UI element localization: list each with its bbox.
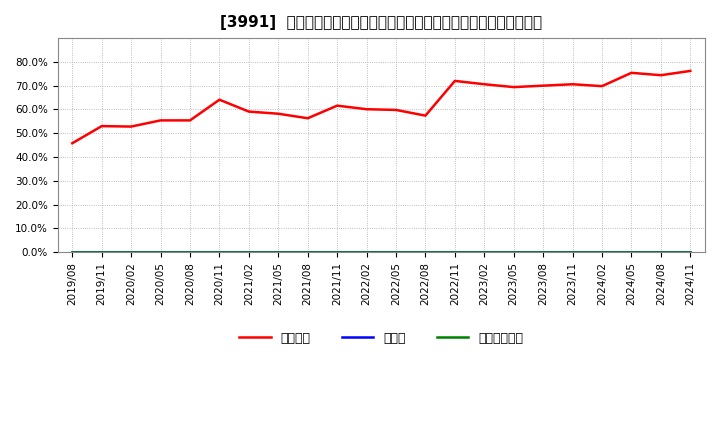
自己資本 (657, 73, 665, 78)
のれん (686, 249, 695, 255)
自己資本 (303, 116, 312, 121)
のれん (392, 249, 400, 255)
のれん (156, 249, 165, 255)
のれん (539, 249, 547, 255)
自己資本 (539, 83, 547, 88)
自己資本 (215, 97, 224, 103)
のれん (598, 249, 606, 255)
自己資本 (156, 118, 165, 123)
繰延税金資産 (627, 249, 636, 255)
のれん (480, 249, 489, 255)
繰延税金資産 (510, 249, 518, 255)
繰延税金資産 (303, 249, 312, 255)
繰延税金資産 (156, 249, 165, 255)
自己資本 (186, 118, 194, 123)
繰延税金資産 (657, 249, 665, 255)
自己資本 (421, 113, 430, 118)
繰延税金資産 (245, 249, 253, 255)
繰延税金資産 (421, 249, 430, 255)
繰延税金資産 (186, 249, 194, 255)
繰延税金資産 (215, 249, 224, 255)
自己資本 (451, 78, 459, 84)
繰延税金資産 (274, 249, 283, 255)
のれん (333, 249, 341, 255)
のれん (568, 249, 577, 255)
自己資本 (274, 111, 283, 116)
自己資本 (510, 84, 518, 90)
繰延税金資産 (480, 249, 489, 255)
のれん (510, 249, 518, 255)
繰延税金資産 (127, 249, 135, 255)
繰延税金資産 (362, 249, 371, 255)
のれん (245, 249, 253, 255)
繰延税金資産 (392, 249, 400, 255)
繰延税金資産 (686, 249, 695, 255)
のれん (303, 249, 312, 255)
自己資本 (68, 141, 76, 146)
繰延税金資産 (333, 249, 341, 255)
自己資本 (127, 124, 135, 129)
Title: [3991]  自己資本、のれん、繰延税金資産の総資産に対する比率の推移: [3991] 自己資本、のれん、繰延税金資産の総資産に対する比率の推移 (220, 15, 542, 30)
自己資本 (392, 107, 400, 113)
繰延税金資産 (539, 249, 547, 255)
自己資本 (568, 81, 577, 87)
自己資本 (333, 103, 341, 108)
繰延税金資産 (568, 249, 577, 255)
自己資本 (686, 68, 695, 73)
繰延税金資産 (598, 249, 606, 255)
のれん (68, 249, 76, 255)
のれん (421, 249, 430, 255)
Line: 自己資本: 自己資本 (72, 71, 690, 143)
のれん (215, 249, 224, 255)
のれん (274, 249, 283, 255)
自己資本 (598, 84, 606, 89)
自己資本 (245, 109, 253, 114)
のれん (627, 249, 636, 255)
のれん (451, 249, 459, 255)
のれん (657, 249, 665, 255)
繰延税金資産 (97, 249, 106, 255)
繰延税金資産 (68, 249, 76, 255)
自己資本 (480, 81, 489, 87)
繰延税金資産 (451, 249, 459, 255)
のれん (127, 249, 135, 255)
Legend: 自己資本, のれん, 繰延税金資産: 自己資本, のれん, 繰延税金資産 (235, 327, 528, 350)
自己資本 (627, 70, 636, 76)
のれん (362, 249, 371, 255)
自己資本 (97, 124, 106, 129)
のれん (97, 249, 106, 255)
自己資本 (362, 106, 371, 112)
のれん (186, 249, 194, 255)
